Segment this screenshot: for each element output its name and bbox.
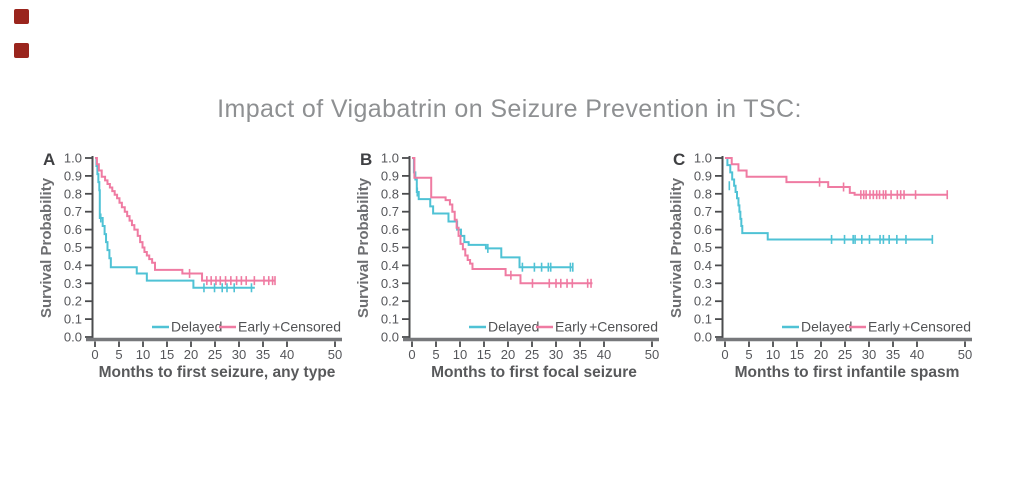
y-tick-label: 0.8: [694, 186, 712, 201]
y-tick-label: 0.4: [694, 258, 712, 273]
x-tick-label: 40: [597, 347, 611, 362]
x-tick-label: 10: [453, 347, 467, 362]
panel-letter: A: [43, 150, 55, 169]
x-tick-label: 5: [115, 347, 122, 362]
x-tick-label: 50: [958, 347, 972, 362]
y-tick-label: 0.3: [381, 276, 399, 291]
panel-b-chart: B Survival Probability 1.0 0.9 0.8 0.7 0.6 0.5 0…: [351, 138, 681, 388]
y-tick-label: 1.0: [381, 151, 399, 166]
x-tick-label: 0: [91, 347, 98, 362]
x-tick-label: 15: [790, 347, 804, 362]
x-tick-label: 5: [745, 347, 752, 362]
x-tick-label: 40: [910, 347, 924, 362]
x-tick-label: 35: [886, 347, 900, 362]
km-plot-b: B Survival Probability 1.0 0.9 0.8 0.7 0.6 0.5 0…: [355, 150, 659, 381]
y-tick-label: 0.2: [381, 294, 399, 309]
x-tick-label: 25: [838, 347, 852, 362]
x-tick-label: 0: [408, 347, 415, 362]
y-tick-label: 0.4: [64, 258, 82, 273]
x-tick-label: 15: [477, 347, 491, 362]
legend-early-label: Early: [238, 319, 270, 335]
delayed-survival-curve: [725, 157, 933, 241]
x-tick-label: 30: [549, 347, 563, 362]
broken-image-icon: [14, 43, 29, 58]
x-axis-title: Months to first infantile spasm: [735, 364, 960, 381]
panel-letter: B: [360, 150, 372, 169]
y-tick-label: 0.9: [381, 168, 399, 183]
delayed-survival-curve: [95, 157, 255, 289]
y-tick-label: 0.3: [64, 276, 82, 291]
y-tick-label: 0.0: [694, 330, 712, 345]
x-tick-label: 30: [232, 347, 246, 362]
early-survival-curve: [412, 157, 593, 285]
x-tick-label: 20: [501, 347, 515, 362]
figure-title: Impact of Vigabatrin on Seizure Preventi…: [217, 95, 802, 123]
legend-early-label: Early: [868, 319, 900, 335]
y-tick-label: 1.0: [694, 151, 712, 166]
y-tick-label: 0.6: [694, 222, 712, 237]
y-tick-label: 0.8: [381, 186, 399, 201]
x-axis-title: Months to first focal seizure: [431, 364, 637, 381]
legend-delayed-label: Delayed: [171, 319, 222, 335]
y-tick-label: 0.4: [381, 258, 399, 273]
y-tick-label: 0.7: [64, 204, 82, 219]
x-tick-label: 20: [184, 347, 198, 362]
y-tick-label: 0.2: [64, 294, 82, 309]
broken-image-icon: [14, 9, 29, 24]
y-tick-label: 0.5: [694, 240, 712, 255]
x-tick-label: 25: [208, 347, 222, 362]
x-tick-label: 20: [814, 347, 828, 362]
x-tick-label: 50: [645, 347, 659, 362]
y-tick-label: 0.0: [64, 330, 82, 345]
panel-c-chart: C Survival Probability 1.0 0.9 0.8 0.7 0.6 0.5 0…: [664, 138, 994, 388]
y-tick-label: 0.9: [64, 168, 82, 183]
x-tick-label: 35: [573, 347, 587, 362]
y-tick-label: 0.5: [64, 240, 82, 255]
legend-censored-label: +Censored: [902, 319, 971, 335]
legend-early-label: Early: [555, 319, 587, 335]
x-tick-label: 10: [136, 347, 150, 362]
x-tick-label: 30: [862, 347, 876, 362]
y-axis-title: Survival Probability: [38, 177, 55, 318]
y-axis-title: Survival Probability: [668, 177, 685, 318]
x-tick-label: 35: [256, 347, 270, 362]
early-survival-curve: [95, 157, 276, 282]
x-tick-label: 50: [328, 347, 342, 362]
legend-delayed-label: Delayed: [488, 319, 539, 335]
y-tick-label: 0.1: [64, 312, 82, 327]
x-tick-label: 25: [525, 347, 539, 362]
x-axis-title: Months to first seizure, any type: [99, 364, 336, 381]
early-survival-curve: [725, 157, 948, 196]
legend-delayed-label: Delayed: [801, 319, 852, 335]
x-tick-label: 0: [721, 347, 728, 362]
panel-letter: C: [673, 150, 685, 169]
y-tick-label: 0.6: [64, 222, 82, 237]
y-tick-label: 0.1: [381, 312, 399, 327]
delayed-survival-curve: [412, 157, 574, 269]
x-tick-label: 40: [280, 347, 294, 362]
y-tick-label: 0.8: [64, 186, 82, 201]
y-tick-label: 0.0: [381, 330, 399, 345]
panel-a-chart: A Survival Probability 1.0 0.9 0.8 0.7 0.6 0.5 0…: [34, 138, 364, 388]
y-tick-label: 0.3: [694, 276, 712, 291]
y-tick-label: 0.6: [381, 222, 399, 237]
y-tick-label: 1.0: [64, 151, 82, 166]
legend-censored-label: +Censored: [272, 319, 341, 335]
x-tick-label: 5: [432, 347, 439, 362]
x-tick-label: 15: [160, 347, 174, 362]
km-plot-a: A Survival Probability 1.0 0.9 0.8 0.7 0.6 0.5 0…: [38, 150, 342, 381]
km-plot-c: C Survival Probability 1.0 0.9 0.8 0.7 0.6 0.5 0…: [668, 150, 972, 381]
y-tick-label: 0.7: [694, 204, 712, 219]
y-tick-label: 0.2: [694, 294, 712, 309]
y-tick-label: 0.9: [694, 168, 712, 183]
y-tick-label: 0.5: [381, 240, 399, 255]
y-axis-title: Survival Probability: [355, 177, 372, 318]
y-tick-label: 0.1: [694, 312, 712, 327]
legend-censored-label: +Censored: [589, 319, 658, 335]
x-tick-label: 10: [766, 347, 780, 362]
y-tick-label: 0.7: [381, 204, 399, 219]
